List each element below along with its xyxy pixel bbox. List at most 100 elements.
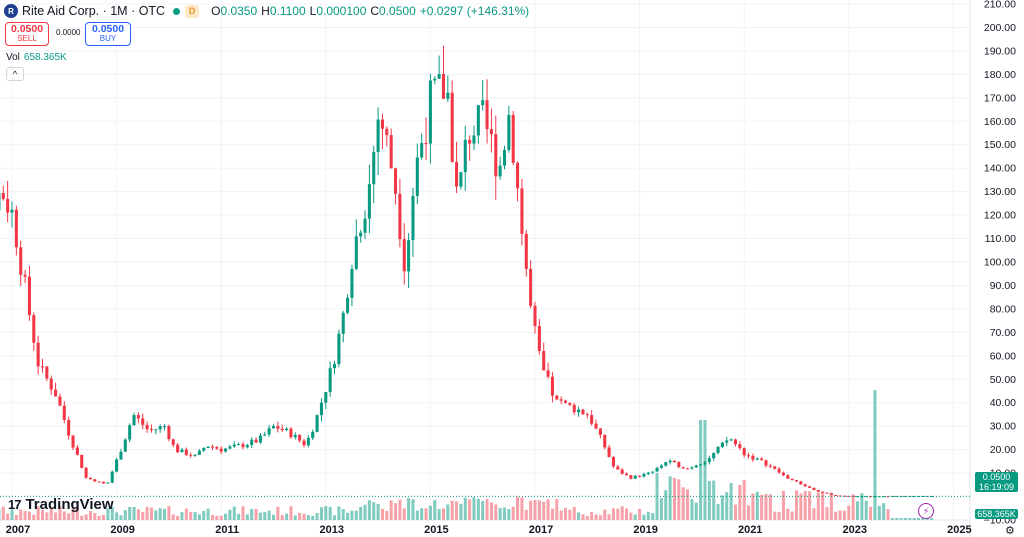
candle-body xyxy=(411,195,415,241)
candle-body xyxy=(533,305,537,327)
candle-body xyxy=(781,472,785,476)
candle-body xyxy=(93,479,97,482)
volume-bar xyxy=(332,515,337,520)
candle-body xyxy=(664,462,668,466)
year-tick-label: 2019 xyxy=(633,524,657,536)
volume-bar xyxy=(842,510,846,520)
candle-body xyxy=(882,496,886,498)
candle-body xyxy=(794,480,799,482)
volume-bar xyxy=(163,508,167,520)
candle-body xyxy=(228,446,232,449)
volume-bar xyxy=(380,508,384,520)
sell-price: 0.0500 xyxy=(10,23,44,35)
candle-body xyxy=(241,444,245,448)
volume-value: 658.365K xyxy=(23,52,67,63)
collapse-legend-button[interactable]: ^ xyxy=(6,67,24,81)
candle-body xyxy=(607,447,611,458)
ohlc-close-value: 0.0500 xyxy=(379,4,416,18)
volume-bar xyxy=(84,514,88,520)
candle-body xyxy=(446,92,450,99)
volume-bar xyxy=(855,501,860,520)
buy-button[interactable]: 0.0500 BUY xyxy=(85,22,131,46)
year-tick-label: 2011 xyxy=(215,524,239,536)
volume-bar xyxy=(176,515,180,520)
candle-body xyxy=(529,268,533,306)
volume-bar xyxy=(420,508,424,520)
tradingview-logo[interactable]: 17 TradingView xyxy=(8,496,114,513)
candle-body xyxy=(516,162,520,189)
sell-button[interactable]: 0.0500 SELL xyxy=(5,22,49,46)
volume-bar xyxy=(424,508,428,520)
volume-bar xyxy=(101,514,106,520)
volume-bar xyxy=(790,511,794,520)
volume-bar xyxy=(930,518,934,520)
volume-bars xyxy=(0,390,934,520)
volume-bar xyxy=(620,506,624,520)
price-tick-label: 50.00 xyxy=(990,374,1016,386)
candle-body xyxy=(821,491,825,493)
candle-body xyxy=(559,399,563,401)
settings-gear-icon[interactable]: ⚙ xyxy=(1005,525,1015,537)
symbol-title[interactable]: Rite Aid Corp. · 1M · OTC xyxy=(22,4,166,18)
volume-bar xyxy=(651,513,655,520)
candle-body xyxy=(494,134,498,177)
volume-bar xyxy=(485,499,489,520)
candle-body xyxy=(163,426,167,428)
candle-body xyxy=(354,236,358,269)
candle-body xyxy=(23,274,27,277)
volume-bar xyxy=(189,512,193,520)
candle-body xyxy=(555,395,559,400)
volume-bar xyxy=(664,490,668,520)
volume-bar xyxy=(716,504,720,520)
volume-bar xyxy=(123,509,127,520)
candle-body xyxy=(49,378,53,390)
candle-body xyxy=(306,437,310,446)
lightning-icon[interactable]: ⚡ xyxy=(918,503,934,519)
volume-bar xyxy=(838,510,842,520)
candle-body xyxy=(80,454,84,468)
candle-body xyxy=(633,475,637,479)
price-tick-label: 100.00 xyxy=(984,257,1016,269)
candle-body xyxy=(581,409,585,415)
candle-body xyxy=(590,415,594,424)
volume-bar xyxy=(263,512,267,520)
candle-body xyxy=(6,198,10,213)
volume-bar xyxy=(459,503,463,520)
market-status-icon xyxy=(173,7,181,15)
price-tick-label: 40.00 xyxy=(990,397,1016,409)
volume-bar xyxy=(62,511,66,520)
volume-bar xyxy=(555,499,559,520)
delayed-badge[interactable]: D xyxy=(185,4,200,18)
candle-body xyxy=(594,423,598,429)
candle-body xyxy=(546,370,550,377)
candle-body xyxy=(149,429,153,431)
candle-body xyxy=(677,462,681,468)
tradingview-mark-icon: 17 xyxy=(8,497,22,512)
volume-legend: Vol 658.365K xyxy=(6,52,67,63)
chart-grid xyxy=(0,0,971,537)
ohlc-open-label: O xyxy=(211,4,221,18)
candle-body xyxy=(694,465,698,468)
candle-body xyxy=(537,326,541,352)
volume-bar xyxy=(808,491,812,520)
time-axis[interactable]: 2007 2009 2011 2013 2015 2017 2019 2021 2023 2025 xyxy=(6,524,972,536)
volume-tag: 658.365K xyxy=(975,509,1018,519)
volume-bar xyxy=(167,506,171,520)
volume-bar xyxy=(402,508,406,520)
candle-body xyxy=(616,466,620,470)
price-axis[interactable]: 210.00 200.00 190.00 180.00 170.00 160.00 150.… xyxy=(984,0,1017,527)
volume-bar xyxy=(372,502,376,520)
volume-bar xyxy=(289,506,293,520)
volume-bar xyxy=(594,514,598,520)
volume-bar xyxy=(725,492,729,520)
price-tick-label: 140.00 xyxy=(984,163,1016,175)
ohlc-open-value: 0.0350 xyxy=(220,4,258,18)
volume-bar xyxy=(389,500,393,520)
volume-bar xyxy=(285,513,289,520)
price-tick-label: 30.00 xyxy=(990,421,1016,433)
price-tick-label: 110.00 xyxy=(985,233,1016,245)
candle-body xyxy=(376,119,380,153)
candle-body xyxy=(180,449,184,453)
